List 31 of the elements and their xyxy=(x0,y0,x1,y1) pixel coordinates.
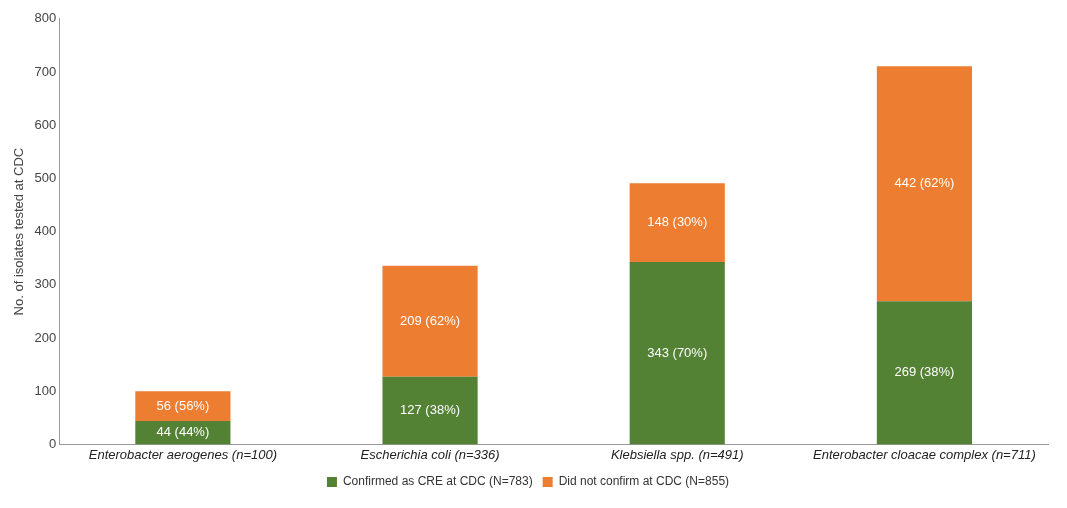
y-axis-title: No. of isolates tested at CDC xyxy=(11,147,27,316)
data-label: 148 (30%) xyxy=(647,214,708,230)
y-tick-label: 500 xyxy=(34,169,57,185)
y-tick-label: 300 xyxy=(34,276,57,292)
bar xyxy=(629,261,725,445)
y-tick-label: 700 xyxy=(34,63,57,79)
x-tick-label: Klebsiella spp. (n=491) xyxy=(610,446,744,462)
y-tick-label: 200 xyxy=(34,329,57,345)
bar xyxy=(382,376,478,445)
data-label: 127 (38%) xyxy=(400,402,461,418)
x-tick-label: Enterobacter cloacae complex (n=711) xyxy=(813,446,1036,462)
data-label: 343 (70%) xyxy=(647,344,708,360)
data-label: 442 (62%) xyxy=(894,175,955,191)
legend-label: Confirmed as CRE at CDC (N=783) xyxy=(342,474,533,489)
y-tick-label: 400 xyxy=(34,223,57,239)
y-tick-label: 600 xyxy=(34,116,57,132)
x-tick-label: Enterobacter aerogenes (n=100) xyxy=(88,446,278,462)
data-label: 209 (62%) xyxy=(400,312,461,328)
bar xyxy=(876,66,972,302)
y-tick-label: 800 xyxy=(34,10,57,26)
legend-label: Did not confirm at CDC (N=855) xyxy=(558,474,730,489)
bar xyxy=(135,391,231,421)
data-label: 269 (38%) xyxy=(894,364,955,380)
data-label: 44 (44%) xyxy=(156,424,210,440)
y-tick-label: 100 xyxy=(34,382,57,398)
bar xyxy=(629,183,725,262)
y-tick-label: 0 xyxy=(49,435,57,451)
bar xyxy=(876,301,972,445)
data-label: 56 (56%) xyxy=(156,397,210,413)
x-tick-label: Escherichia coli (n=336) xyxy=(360,446,500,462)
bar xyxy=(382,265,478,377)
